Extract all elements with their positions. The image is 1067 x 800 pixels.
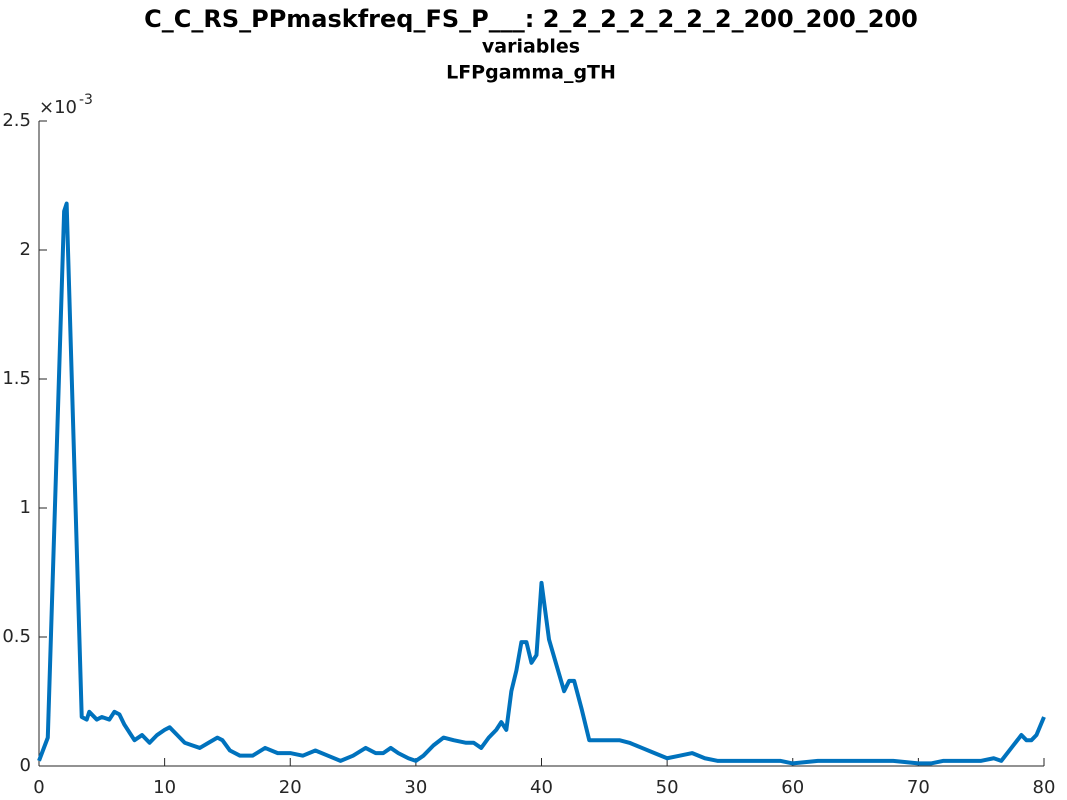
x-tick-label: 0 xyxy=(33,777,44,798)
y-tick-label: 2 xyxy=(20,239,31,260)
y-tick-label: 2.5 xyxy=(2,110,31,131)
x-tick-label: 50 xyxy=(656,777,679,798)
x-tick-label: 70 xyxy=(907,777,930,798)
x-tick-label: 30 xyxy=(404,777,427,798)
y-multiplier-base: ×10 xyxy=(39,97,77,118)
x-tick-label: 40 xyxy=(530,777,553,798)
x-tick-label: 10 xyxy=(153,777,176,798)
y-tick-label: 1 xyxy=(20,497,31,518)
y-tick-label: 0 xyxy=(20,755,31,776)
x-tick-label: 80 xyxy=(1033,777,1056,798)
chart-title: C_C_RS_PPmaskfreq_FS_P___: 2_2_2_2_2_2_2… xyxy=(144,5,918,33)
y-tick-label: 1.5 xyxy=(2,368,31,389)
x-tick-label: 20 xyxy=(279,777,302,798)
chart-subtitle: LFPgamma_gTH xyxy=(446,62,616,84)
y-tick-label: 0.5 xyxy=(2,626,31,647)
line xyxy=(37,201,1046,766)
x-tick-label: 60 xyxy=(781,777,804,798)
chart-subtitle: variables xyxy=(482,36,580,58)
y-multiplier-exponent: -3 xyxy=(79,92,93,108)
